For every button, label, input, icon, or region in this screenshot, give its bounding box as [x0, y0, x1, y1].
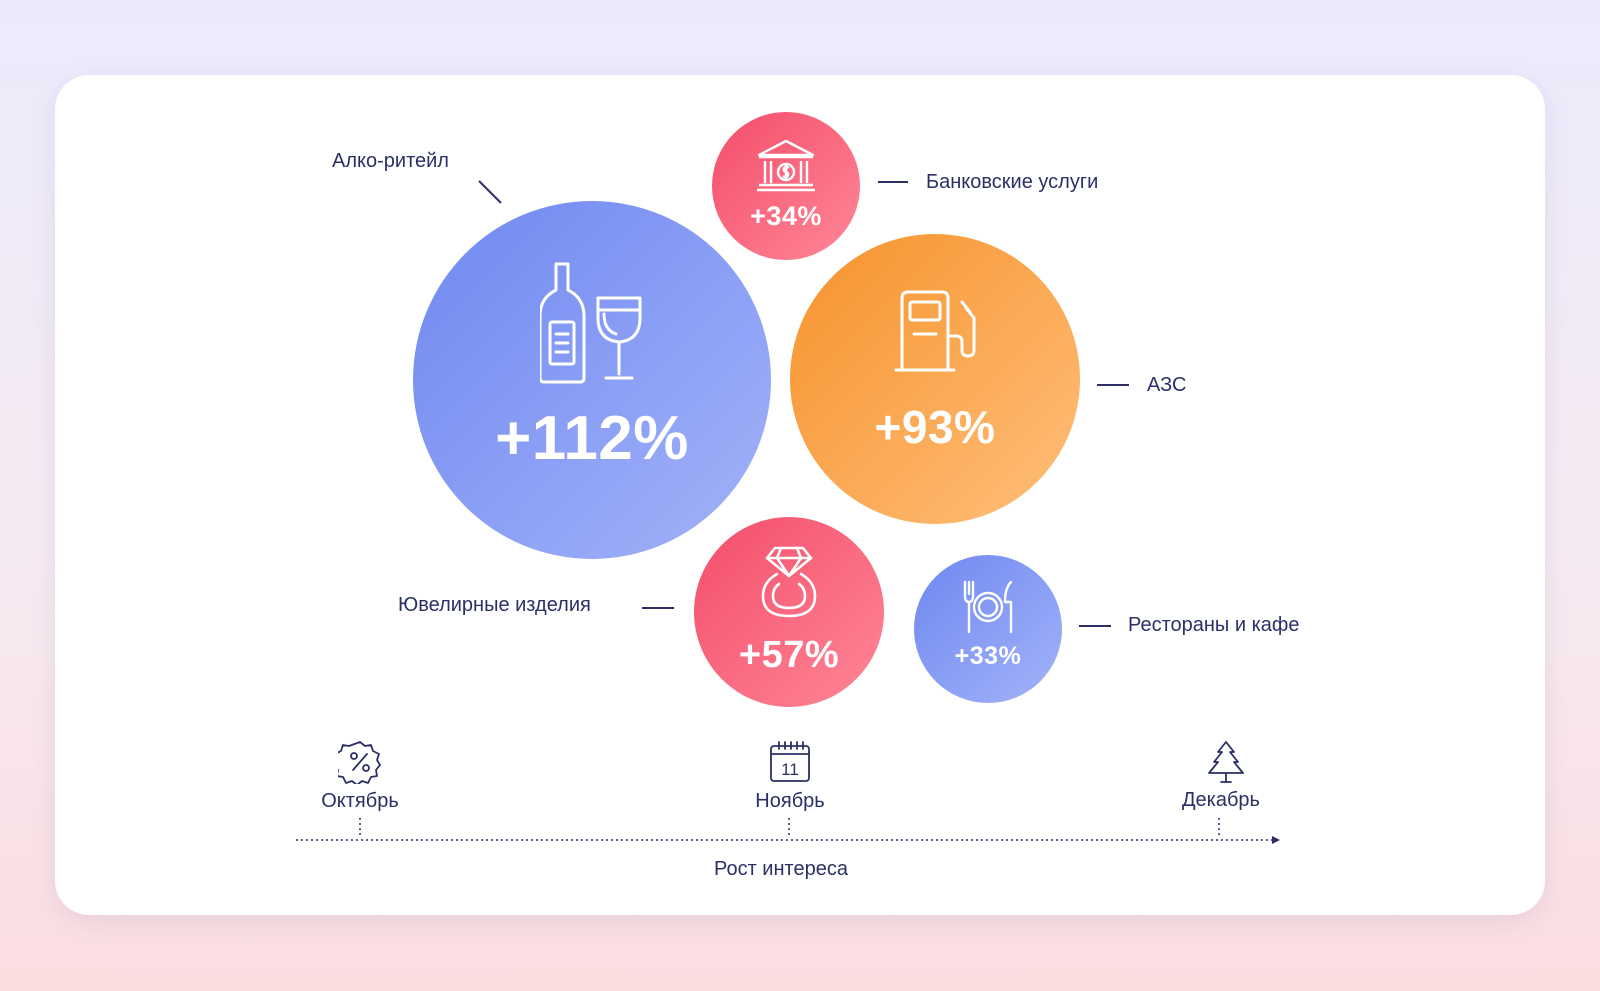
month-november: Ноябрь: [755, 790, 825, 812]
bank-icon: [757, 139, 815, 191]
diamond-ring-icon: [761, 546, 817, 618]
leader-banking: [878, 181, 908, 183]
leader-jewelry: [642, 607, 674, 609]
fuel-pump-icon: [894, 290, 976, 372]
plate-cutlery-icon: [963, 580, 1013, 633]
month-october: Октябрь: [321, 790, 399, 812]
leader-restaurants: [1079, 625, 1111, 627]
fir-tree-icon: [1208, 741, 1244, 783]
bubble-value: +57%: [738, 634, 840, 676]
leader-gas-stations: [1097, 384, 1129, 386]
bubble-value: +34%: [750, 200, 822, 231]
timeline-axis: [296, 818, 1280, 844]
bubble-value: +93%: [874, 401, 996, 453]
bubble-banking: +34%: [712, 112, 860, 260]
label-banking: Банковские услуги: [926, 171, 1099, 193]
bubble-value: +33%: [954, 641, 1022, 670]
leader-alko-retail: [478, 180, 502, 204]
calendar-day: 11: [781, 760, 799, 779]
label-alko-retail: Алко-ритейл: [332, 150, 449, 172]
bubble-restaurants: +33%: [914, 555, 1062, 703]
label-restaurants: Рестораны и кафе: [1128, 614, 1300, 636]
bubble-gas-stations: +93%: [790, 234, 1080, 524]
percent-badge-icon: [338, 741, 381, 784]
bubble-jewelry: +57%: [694, 517, 884, 707]
bubble-value: +112%: [495, 404, 689, 473]
axis-label: Рост интереса: [714, 858, 848, 880]
wine-bottle-glass-icon: [540, 262, 642, 384]
bubble-alko-retail: +112%: [413, 201, 771, 559]
calendar-icon: 11: [770, 741, 810, 782]
month-december: Декабрь: [1182, 789, 1260, 811]
label-jewelry: Ювелирные изделия: [398, 594, 591, 616]
label-gas-stations: АЗС: [1147, 374, 1187, 396]
